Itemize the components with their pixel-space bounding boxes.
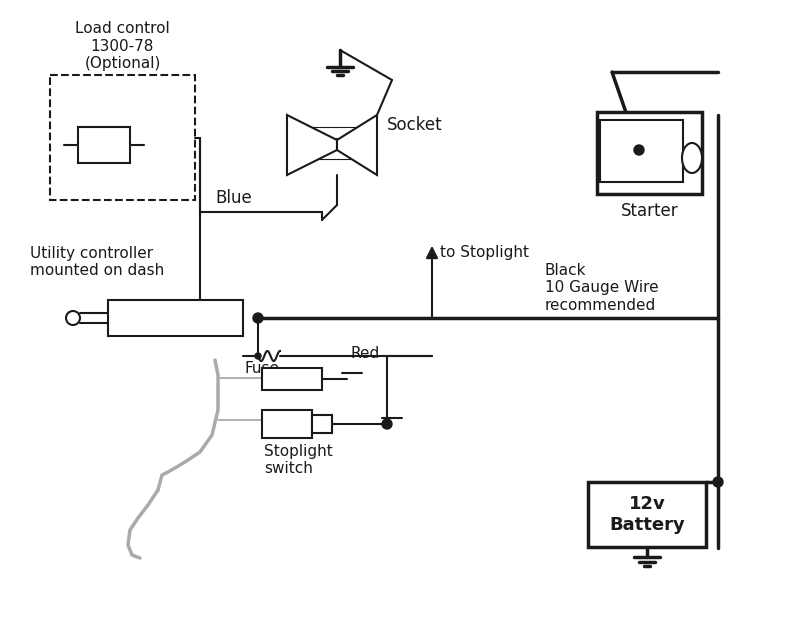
Text: Stoplight
switch: Stoplight switch	[264, 444, 333, 476]
Text: Starter: Starter	[621, 202, 678, 220]
Text: Utility controller
mounted on dash: Utility controller mounted on dash	[30, 246, 164, 278]
Circle shape	[634, 145, 644, 155]
Circle shape	[382, 419, 392, 429]
Text: 12v
Battery: 12v Battery	[609, 495, 685, 534]
Circle shape	[66, 311, 80, 325]
Polygon shape	[287, 115, 337, 175]
Bar	[262, 410, 312, 438]
Bar	[597, 112, 702, 194]
Bar	[50, 75, 195, 200]
Bar	[600, 120, 683, 182]
Polygon shape	[337, 115, 377, 175]
Text: Blue: Blue	[215, 189, 252, 207]
Text: Red: Red	[351, 347, 380, 361]
Text: Black
10 Gauge Wire
recommended: Black 10 Gauge Wire recommended	[545, 263, 658, 313]
Ellipse shape	[682, 143, 702, 173]
Text: Load control
1300-78
(Optional): Load control 1300-78 (Optional)	[75, 21, 170, 71]
Bar	[312, 415, 332, 433]
Bar	[588, 482, 706, 547]
Text: Fuse: Fuse	[245, 361, 280, 376]
Bar	[262, 368, 322, 390]
Circle shape	[713, 477, 723, 487]
Text: to Stoplight: to Stoplight	[440, 245, 529, 260]
Circle shape	[253, 313, 263, 323]
Bar	[108, 300, 243, 336]
Bar	[78, 127, 130, 163]
Circle shape	[255, 353, 261, 359]
Text: Socket: Socket	[387, 116, 442, 134]
